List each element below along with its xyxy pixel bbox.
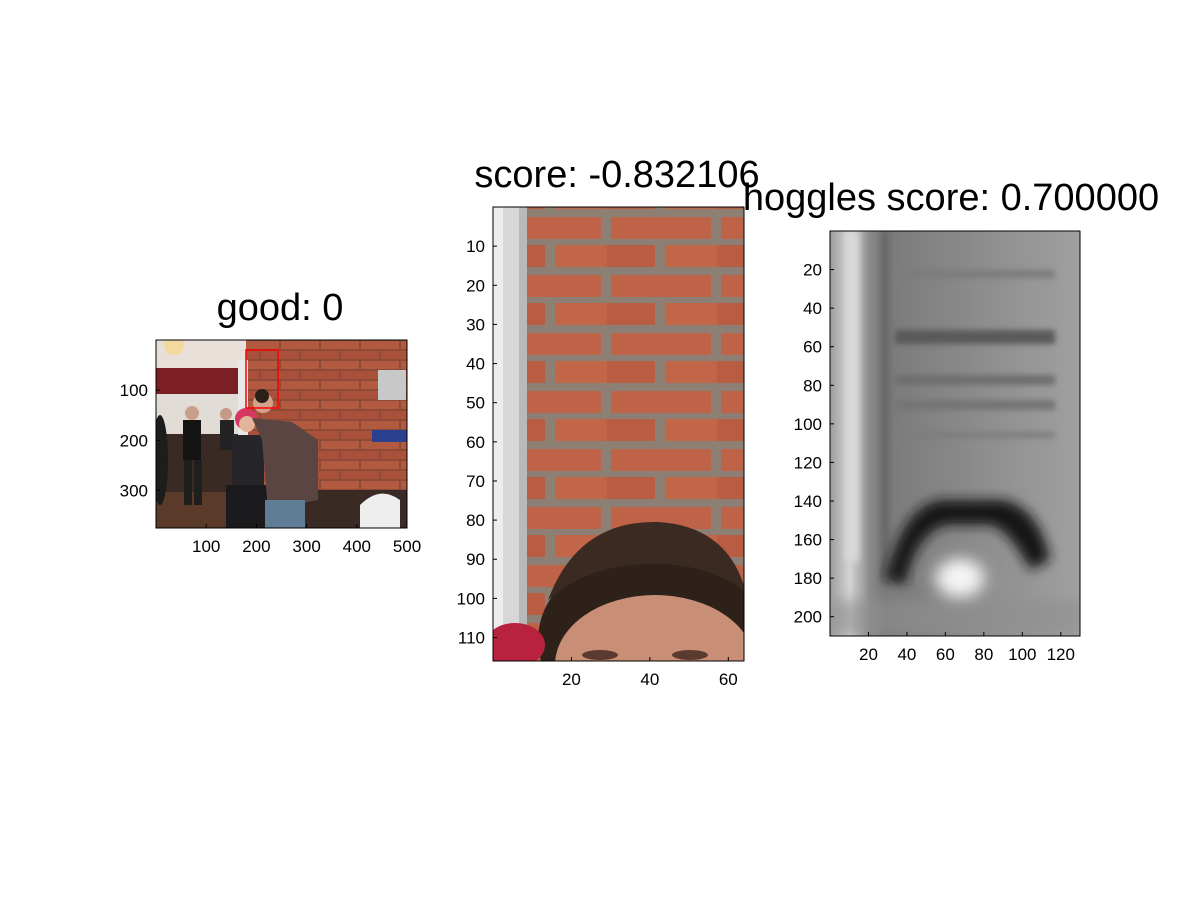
y-tick-label: 180 [794, 569, 822, 588]
y-tick-label: 100 [120, 381, 148, 400]
y-tick-label: 110 [458, 629, 485, 648]
y-tick-label: 80 [803, 376, 822, 395]
y-tick-label: 50 [466, 394, 485, 413]
panel-photo: good: 0 [120, 287, 422, 556]
x-tick-label: 20 [562, 670, 581, 689]
y-tick-label: 60 [803, 338, 822, 357]
x-tick-label: 120 [1047, 645, 1075, 664]
x-tick-label: 100 [192, 537, 220, 556]
x-tick-label: 40 [640, 670, 659, 689]
y-tick-label: 60 [466, 433, 485, 452]
hoggles-image [830, 231, 1080, 636]
y-tick-label: 70 [466, 472, 485, 491]
photo-image [152, 335, 407, 530]
y-tick-label: 90 [466, 550, 485, 569]
y-tick-label: 200 [794, 608, 822, 627]
y-tick-label: 160 [794, 531, 822, 550]
y-tick-label: 30 [466, 315, 485, 334]
y-tick-label: 80 [466, 511, 485, 530]
panel-hoggles-title: hoggles score: 0.700000 [743, 177, 1159, 219]
x-tick-label: 80 [974, 645, 993, 664]
y-tick-label: 20 [466, 276, 485, 295]
panel-hoggles: hoggles score: 0.700000 20 40 60 80 100 120 20… [743, 177, 1159, 664]
x-tick-label: 500 [393, 537, 421, 556]
crop-image [485, 207, 762, 735]
y-tick-label: 200 [120, 431, 148, 450]
x-tick-label: 100 [1008, 645, 1036, 664]
panel-photo-title: good: 0 [217, 287, 344, 329]
x-tick-label: 300 [292, 537, 320, 556]
y-tick-label: 100 [794, 415, 822, 434]
y-tick-label: 140 [794, 492, 822, 511]
y-tick-label: 40 [803, 299, 822, 318]
x-tick-label: 40 [897, 645, 916, 664]
y-tick-label: 40 [466, 355, 485, 374]
x-tick-label: 60 [719, 670, 738, 689]
x-tick-label: 200 [242, 537, 270, 556]
x-tick-label: 20 [859, 645, 878, 664]
x-tick-label: 400 [343, 537, 371, 556]
y-tick-label: 10 [466, 237, 485, 256]
y-tick-label: 20 [803, 261, 822, 280]
y-tick-label: 120 [794, 453, 822, 472]
y-tick-label: 100 [457, 589, 485, 608]
x-tick-label: 60 [936, 645, 955, 664]
y-tick-label: 300 [120, 481, 148, 500]
panel-crop: score: -0.832106 20 40 60 10 20 30 40 50 60 70 80 9… [457, 154, 762, 735]
panel-crop-title: score: -0.832106 [474, 154, 759, 196]
